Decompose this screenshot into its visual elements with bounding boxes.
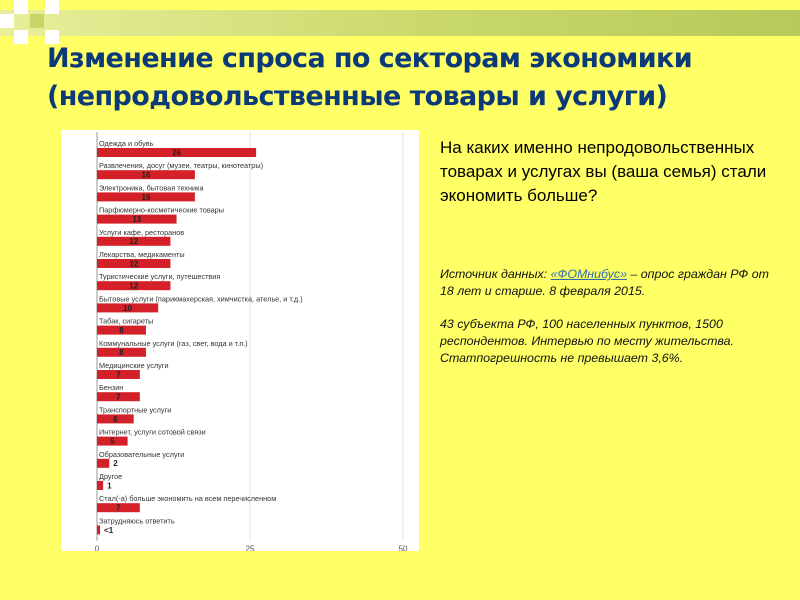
- bar: [97, 414, 134, 424]
- decorative-header: [0, 0, 800, 45]
- bar: [97, 170, 195, 180]
- source-note: Источник данных: «ФОМнибус» – опрос граж…: [440, 266, 785, 300]
- data-label: 5: [110, 437, 115, 446]
- category-label: Затрудняюсь ответить: [99, 516, 175, 525]
- bar: [97, 436, 128, 446]
- methodology-note: 43 субъекта РФ, 100 населенных пунктов, …: [440, 317, 734, 365]
- bar: [97, 192, 195, 202]
- bar: [97, 503, 140, 513]
- category-label: Развлечения, досуг (музеи, театры, кинот…: [99, 161, 263, 170]
- x-tick-label: 25: [246, 545, 255, 551]
- data-label: 1: [107, 481, 112, 490]
- decor-square: [14, 30, 28, 44]
- decor-square: [14, 0, 28, 14]
- bar: [97, 259, 171, 268]
- bar-chart: Одежда и обувь 26 Развлечения, досуг (музе…: [61, 130, 419, 551]
- category-label: Электроника, бытовая техника: [99, 183, 204, 192]
- category-label: Коммунальные услуги (газ, свет, вода и т…: [99, 339, 248, 348]
- decor-square: [45, 30, 59, 44]
- slide-title: Изменение спроса по секторам экономики (…: [47, 43, 693, 112]
- bar: [97, 303, 159, 313]
- category-label: Туристические услуги, путешествия: [99, 272, 220, 281]
- data-label: 12: [129, 282, 138, 291]
- data-label: 16: [142, 171, 151, 180]
- decor-square: [0, 14, 14, 28]
- bar: [97, 370, 140, 379]
- decor-square: [45, 0, 59, 14]
- data-label: <1: [104, 526, 114, 535]
- category-label: Услуги кафе, ресторанов: [99, 228, 184, 237]
- category-label: Табак, сигареты: [99, 317, 153, 326]
- data-label: 6: [113, 415, 118, 424]
- category-label: Бензин: [99, 383, 123, 392]
- category-label: Другое: [99, 472, 122, 481]
- bar: [97, 347, 146, 357]
- data-label: 8: [119, 348, 124, 357]
- data-label: 12: [129, 237, 138, 246]
- decor-square: [30, 14, 44, 28]
- category-label: Медицинские услуги: [99, 361, 169, 370]
- data-label: 2: [113, 459, 118, 468]
- data-label: 16: [142, 193, 151, 202]
- header-band: [0, 10, 800, 36]
- category-label: Интернет, услуги сотовой связи: [99, 428, 206, 437]
- category-label: Бытовые услуги (парикмахерская, химчистк…: [99, 294, 303, 303]
- data-label: 7: [116, 370, 121, 379]
- category-label: Одежда и обувь: [99, 139, 154, 148]
- category-label: Транспортные услуги: [99, 405, 171, 414]
- bar: [97, 236, 171, 246]
- data-label: 10: [123, 304, 132, 313]
- data-label: 12: [129, 259, 138, 268]
- x-tick-label: 0: [95, 545, 100, 551]
- bar: [97, 281, 171, 291]
- data-label: 13: [132, 215, 141, 224]
- bar: [97, 392, 140, 402]
- source-link[interactable]: «ФОМнибус»: [550, 267, 627, 281]
- data-label: 26: [172, 148, 181, 157]
- survey-question: На каких именно непродовольственных това…: [440, 138, 767, 205]
- bar: [97, 214, 177, 224]
- bar: [97, 325, 146, 335]
- data-label: 8: [119, 326, 124, 335]
- category-label: Образовательные услуги: [99, 450, 184, 459]
- category-label: Лекарства, медикаменты: [99, 250, 185, 259]
- x-tick-label: 50: [399, 545, 408, 551]
- bar: [97, 525, 101, 535]
- bar: [97, 148, 257, 157]
- data-label: 7: [116, 393, 121, 402]
- source-prefix: Источник данных:: [440, 267, 548, 281]
- bar: [97, 481, 104, 490]
- category-label: Стал(-а) больше экономить на всем перечи…: [99, 494, 276, 503]
- bar: [97, 458, 110, 468]
- source-suffix: – опрос граждан РФ от 18 лет и старше. 8…: [440, 267, 769, 298]
- data-label: 7: [116, 504, 121, 513]
- category-label: Парфюмерно-косметические товары: [99, 206, 224, 215]
